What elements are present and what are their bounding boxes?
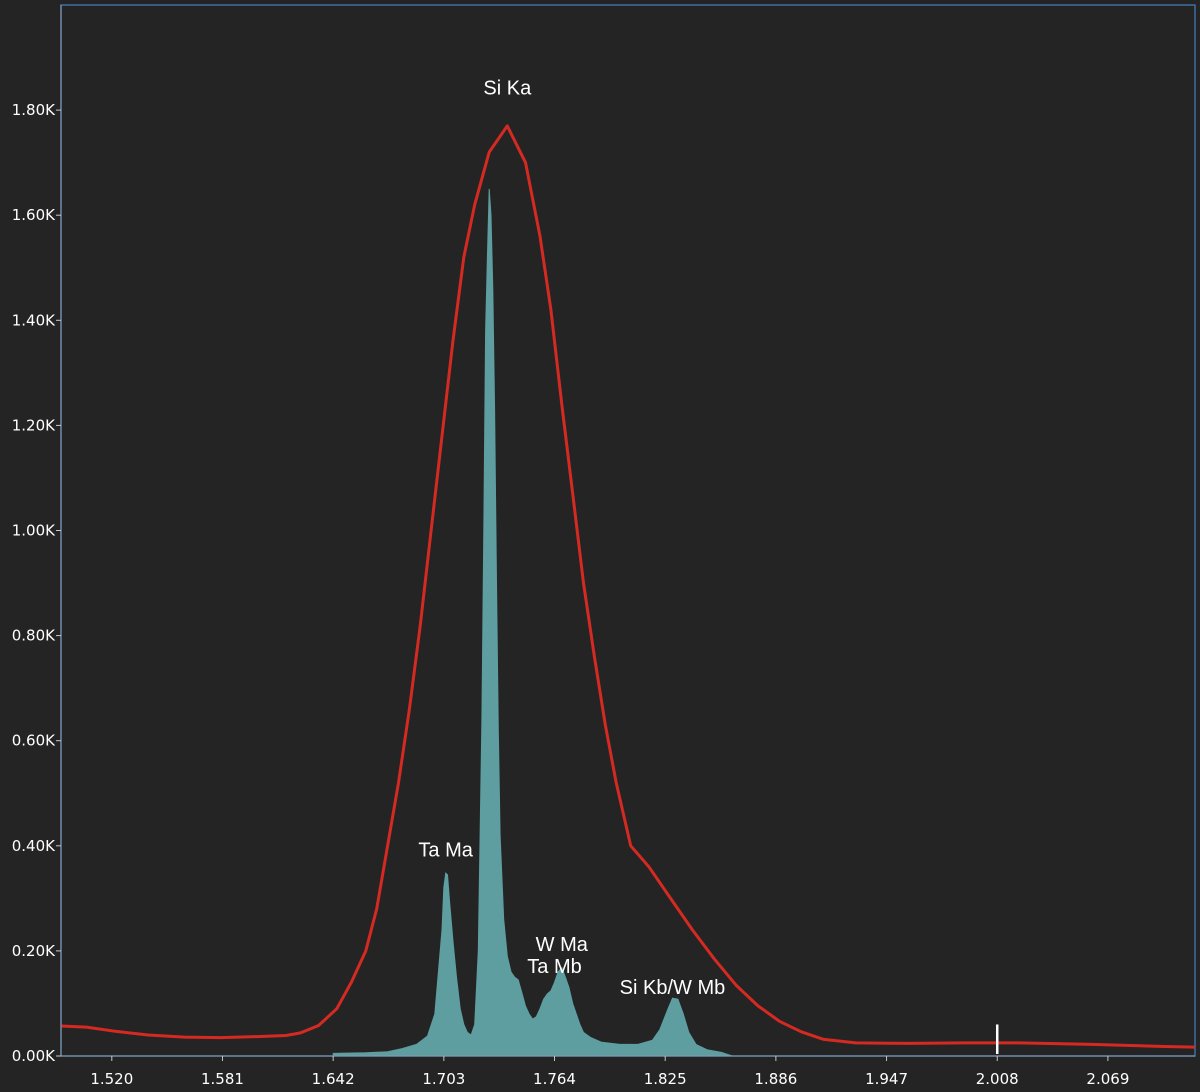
peak-label: Si Kb/W Mb: [620, 977, 726, 999]
spectrum-line-0: [60, 124, 1196, 1049]
y-tick-label: 0.20K: [12, 942, 56, 960]
y-tick-label: 1.40K: [12, 311, 56, 329]
reference-spectrum-line: [60, 124, 1196, 1049]
y-tick-label: 0.40K: [12, 837, 56, 855]
peak-label: W Ma: [536, 934, 589, 956]
measured-spectrum-histogram: [332, 188, 733, 1057]
x-tick-label: 2.069: [1086, 1070, 1129, 1088]
x-tick-label: 1.642: [312, 1070, 355, 1088]
x-tick-label: 1.581: [201, 1070, 244, 1088]
x-tick-label: 1.764: [533, 1070, 576, 1088]
y-tick-label: 1.00K: [12, 522, 56, 540]
peak-label: Si Ka: [483, 77, 532, 99]
x-axis: 1.520 1.581 1.642 1.703 1.764 1.825 1.886 1.947…: [61, 1055, 1195, 1088]
x-tick-label: 2.008: [976, 1070, 1019, 1088]
y-tick-label: 0.60K: [12, 732, 56, 750]
x-tick-label: 1.825: [644, 1070, 687, 1088]
y-tick-label: 1.60K: [12, 206, 56, 224]
x-tick-label: 1.947: [865, 1070, 908, 1088]
y-tick-label: 0.80K: [12, 627, 56, 645]
x-tick-label: 1.703: [422, 1070, 465, 1088]
peak-label: Ta Ma: [418, 839, 473, 861]
y-axis: 0.00K 0.20K 0.40K 0.60K 0.80K 1.00K 1.20K 1.40K…: [12, 5, 62, 1065]
y-tick-label: 1.80K: [12, 101, 56, 119]
histogram-area-1: [332, 188, 733, 1057]
x-tick-label: 1.520: [90, 1070, 133, 1088]
y-tick-label: 1.20K: [12, 416, 56, 434]
y-tick-label: 0.00K: [12, 1047, 56, 1065]
peak-label: Ta Mb: [527, 956, 581, 978]
x-tick-label: 1.886: [754, 1070, 797, 1088]
